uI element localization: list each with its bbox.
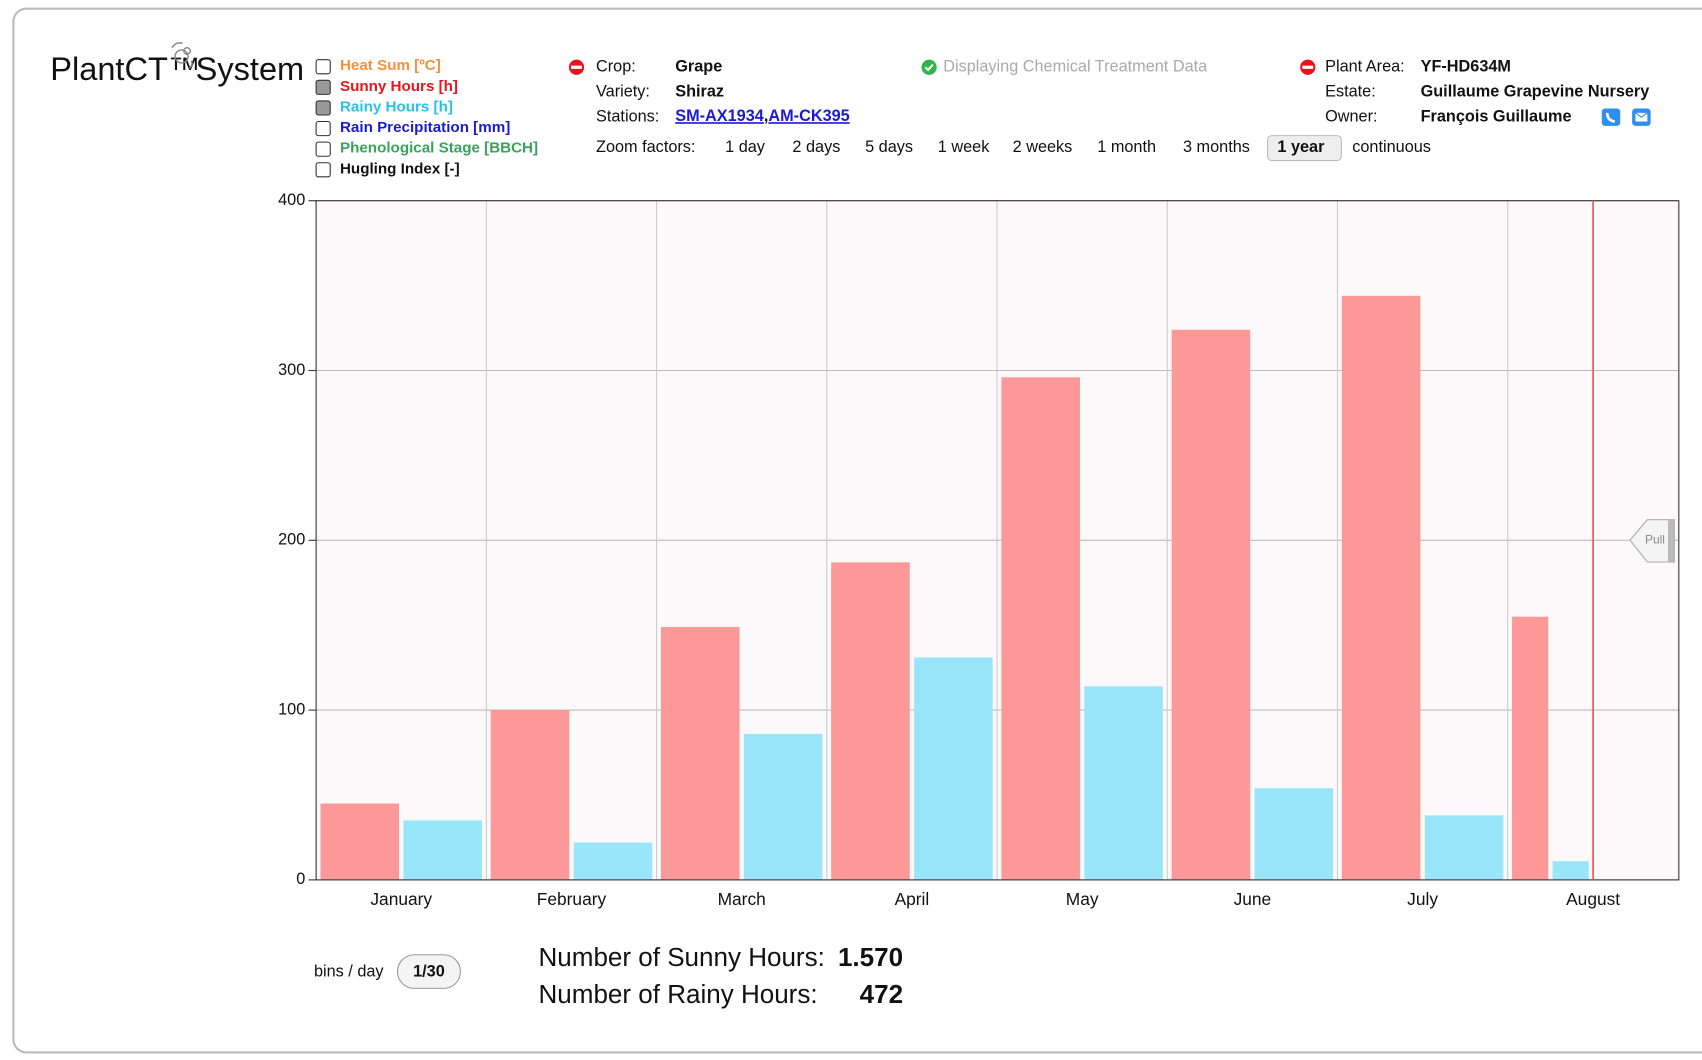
summary-label: Number of Sunny Hours: bbox=[539, 942, 825, 972]
y-tick-label: 300 bbox=[278, 361, 305, 379]
status-text: Displaying Chemical Treatment Data bbox=[943, 58, 1208, 76]
separator: , bbox=[764, 107, 769, 125]
x-tick-label: January bbox=[370, 889, 432, 909]
field-label: Stations: bbox=[596, 107, 659, 125]
field-value: Grape bbox=[675, 58, 722, 76]
field-label: Owner: bbox=[1325, 107, 1377, 125]
checkbox[interactable] bbox=[315, 79, 331, 95]
variable-label[interactable]: Heat Sum [ºC] bbox=[340, 57, 441, 74]
field-value: François Guillaume bbox=[1421, 107, 1572, 125]
pull-label[interactable]: Pull bbox=[1645, 532, 1665, 546]
field-label: Variety: bbox=[596, 83, 650, 101]
bar bbox=[320, 803, 400, 880]
bar bbox=[573, 842, 653, 880]
summary-value: 472 bbox=[860, 979, 903, 1009]
bar bbox=[1254, 788, 1334, 880]
bar bbox=[1552, 861, 1589, 880]
checkbox[interactable] bbox=[315, 162, 331, 178]
plot-frame bbox=[315, 200, 1680, 881]
x-tick-label: June bbox=[1234, 889, 1272, 909]
x-tick-label: July bbox=[1407, 889, 1438, 909]
bar bbox=[490, 710, 570, 880]
bins-value[interactable]: 1/30 bbox=[413, 962, 445, 980]
zoom-option[interactable]: continuous bbox=[1352, 138, 1431, 156]
summary-value: 1.570 bbox=[838, 942, 903, 972]
bar bbox=[1171, 329, 1251, 880]
remove-icon[interactable] bbox=[1300, 59, 1316, 75]
summary-label: Number of Rainy Hours: bbox=[539, 979, 818, 1009]
logo-icon bbox=[171, 42, 193, 69]
variable-label[interactable]: Sunny Hours [h] bbox=[340, 78, 458, 95]
bins-label: bins / day bbox=[314, 962, 384, 980]
phone-icon[interactable] bbox=[1601, 108, 1621, 126]
logo-suffix: System bbox=[196, 51, 304, 87]
bar bbox=[831, 562, 910, 880]
zoom-option[interactable]: 1 day bbox=[725, 138, 766, 156]
bar bbox=[403, 820, 483, 880]
field-value: Shiraz bbox=[675, 83, 724, 101]
field-label: Plant Area: bbox=[1325, 58, 1405, 76]
y-tick-label: 0 bbox=[296, 870, 305, 888]
zoom-option[interactable]: 2 days bbox=[792, 138, 840, 156]
checkbox[interactable] bbox=[315, 100, 331, 116]
logo-name: PlantCT™ bbox=[50, 51, 200, 87]
field-label: Crop: bbox=[596, 58, 636, 76]
bar bbox=[1084, 686, 1163, 880]
mail-icon[interactable] bbox=[1632, 108, 1651, 126]
station-link[interactable]: SM-AX1934 bbox=[675, 107, 764, 125]
variable-label[interactable]: Phenological Stage [BBCH] bbox=[340, 140, 538, 157]
bar bbox=[1512, 616, 1549, 880]
x-tick-label: May bbox=[1066, 889, 1099, 909]
zoom-option[interactable]: 3 months bbox=[1183, 138, 1250, 156]
checkbox[interactable] bbox=[315, 141, 331, 157]
variable-label[interactable]: Rainy Hours [h] bbox=[340, 98, 453, 115]
zoom-option[interactable]: 1 week bbox=[938, 138, 990, 156]
zoom-selected-box bbox=[1267, 135, 1342, 162]
remove-icon[interactable] bbox=[568, 59, 585, 75]
bar bbox=[1001, 377, 1080, 880]
bar bbox=[660, 626, 740, 880]
pull-tab[interactable] bbox=[1629, 519, 1676, 563]
bar bbox=[1341, 295, 1421, 880]
check-icon bbox=[921, 59, 937, 75]
y-tick-label: 400 bbox=[278, 191, 305, 209]
variable-label[interactable]: Rain Precipitation [mm] bbox=[340, 119, 510, 136]
bar bbox=[914, 657, 993, 880]
checkbox[interactable] bbox=[315, 120, 331, 137]
zoom-option[interactable]: 1 month bbox=[1097, 138, 1156, 156]
station-link[interactable]: AM-CK395 bbox=[768, 107, 849, 125]
x-tick-label: August bbox=[1566, 889, 1620, 909]
zoom-label: Zoom factors: bbox=[596, 138, 695, 156]
y-tick-label: 200 bbox=[278, 531, 305, 549]
stations: SM-AX1934,AM-CK395 bbox=[675, 107, 849, 125]
field-value: Guillaume Grapevine Nursery bbox=[1421, 83, 1650, 101]
zoom-option[interactable]: 2 weeks bbox=[1013, 138, 1073, 156]
x-tick-label: March bbox=[718, 889, 766, 909]
x-tick-label: February bbox=[537, 889, 607, 909]
zoom-option[interactable]: 1 year bbox=[1277, 138, 1325, 156]
bar bbox=[743, 733, 823, 880]
field-label: Estate: bbox=[1325, 83, 1376, 101]
y-tick-label: 100 bbox=[278, 700, 305, 718]
field-value: YF-HD634M bbox=[1421, 58, 1511, 76]
x-tick-label: April bbox=[895, 889, 930, 909]
bar bbox=[1424, 815, 1504, 880]
bins-button[interactable] bbox=[396, 954, 461, 989]
zoom-option[interactable]: 5 days bbox=[865, 138, 913, 156]
variable-label[interactable]: Hugling Index [-] bbox=[340, 160, 460, 177]
checkbox[interactable] bbox=[315, 59, 331, 75]
